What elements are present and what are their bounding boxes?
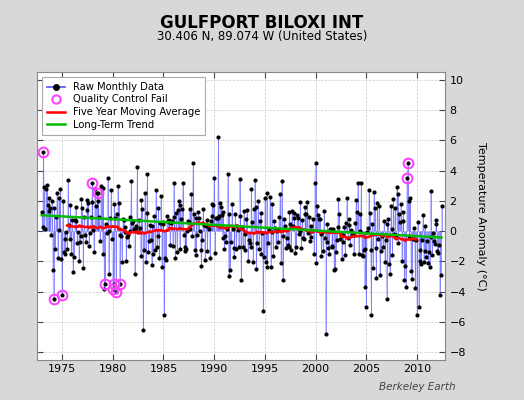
Text: Berkeley Earth: Berkeley Earth bbox=[379, 382, 456, 392]
Text: 30.406 N, 89.074 W (United States): 30.406 N, 89.074 W (United States) bbox=[157, 30, 367, 43]
Y-axis label: Temperature Anomaly (°C): Temperature Anomaly (°C) bbox=[475, 142, 486, 290]
Text: GULFPORT BILOXI INT: GULFPORT BILOXI INT bbox=[160, 14, 364, 32]
Legend: Raw Monthly Data, Quality Control Fail, Five Year Moving Average, Long-Term Tren: Raw Monthly Data, Quality Control Fail, … bbox=[42, 77, 205, 134]
